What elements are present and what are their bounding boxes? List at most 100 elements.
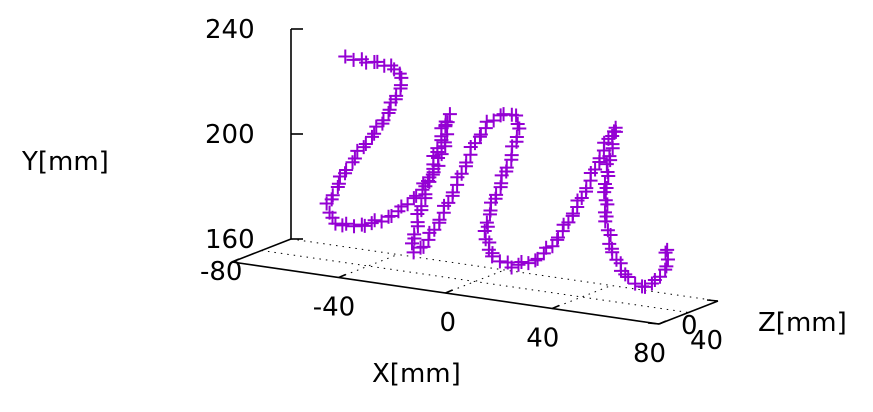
data-point bbox=[485, 249, 500, 264]
data-point bbox=[338, 49, 353, 64]
x-tick-label: 40 bbox=[526, 324, 559, 354]
x-tick bbox=[551, 304, 560, 310]
data-point bbox=[454, 166, 469, 181]
data-point bbox=[440, 127, 455, 142]
grid-line-x bbox=[552, 285, 612, 309]
data-point bbox=[659, 259, 674, 274]
z-tick-label: 40 bbox=[690, 326, 723, 356]
data-point bbox=[579, 181, 594, 196]
x-tick-label: -40 bbox=[313, 293, 355, 323]
data-point bbox=[482, 207, 497, 222]
data-point bbox=[459, 155, 474, 170]
data-point bbox=[530, 251, 545, 266]
data-point bbox=[358, 136, 373, 151]
data-point bbox=[339, 216, 354, 231]
y-tick-label: 240 bbox=[205, 15, 255, 45]
data-point bbox=[528, 253, 543, 268]
data-series bbox=[319, 49, 675, 294]
data-point bbox=[442, 107, 457, 122]
y-axis-title: Y[mm] bbox=[21, 147, 109, 177]
data-point bbox=[345, 155, 360, 170]
data-point bbox=[605, 245, 620, 260]
data-point bbox=[416, 239, 431, 254]
data-point bbox=[367, 126, 382, 141]
data-point bbox=[621, 270, 636, 284]
data-point bbox=[601, 169, 616, 184]
data-point bbox=[598, 214, 613, 229]
z-axis-line bbox=[658, 300, 719, 325]
data-point bbox=[405, 236, 420, 251]
z-axis-title: Z[mm] bbox=[758, 308, 847, 338]
data-point bbox=[592, 151, 607, 166]
x-tick bbox=[658, 320, 667, 325]
data-point bbox=[521, 256, 536, 271]
data-point bbox=[628, 276, 643, 291]
data-point bbox=[445, 185, 460, 200]
grid-line-x bbox=[338, 254, 398, 278]
y-tick-label: 160 bbox=[205, 225, 255, 255]
data-point bbox=[479, 114, 494, 129]
data-point bbox=[332, 169, 347, 184]
grid-line-z bbox=[261, 250, 689, 313]
data-point bbox=[504, 152, 519, 167]
data-point bbox=[426, 161, 441, 176]
data-point bbox=[514, 254, 529, 269]
data-point bbox=[539, 240, 554, 255]
data-point bbox=[369, 119, 384, 134]
data-point bbox=[660, 242, 675, 257]
data-point bbox=[536, 246, 551, 261]
data-point bbox=[486, 113, 501, 128]
data-point bbox=[434, 133, 449, 148]
x-tick bbox=[231, 258, 240, 263]
data-point bbox=[597, 185, 612, 200]
data-point bbox=[410, 219, 425, 234]
data-point bbox=[427, 222, 442, 237]
data-point bbox=[393, 81, 408, 96]
data-point bbox=[350, 143, 365, 158]
z-tick-label: 0 bbox=[681, 311, 698, 341]
data-point bbox=[653, 269, 668, 284]
grid-line-z bbox=[290, 238, 719, 302]
data-point bbox=[492, 254, 507, 269]
data-point bbox=[409, 188, 424, 203]
data-point bbox=[504, 260, 519, 275]
data-point bbox=[605, 141, 620, 156]
z-tick bbox=[647, 322, 660, 325]
data-point bbox=[588, 162, 603, 177]
data-point bbox=[319, 196, 334, 211]
x-tick-label: 0 bbox=[440, 308, 457, 338]
data-point bbox=[600, 197, 615, 212]
x-axis-title: X[mm] bbox=[372, 359, 461, 389]
data-point bbox=[511, 257, 526, 272]
x-tick-label: 80 bbox=[633, 339, 666, 369]
data-point bbox=[493, 108, 508, 123]
data-point bbox=[367, 213, 382, 228]
data-point bbox=[406, 191, 421, 206]
base-left-edge bbox=[231, 238, 292, 263]
x-tick bbox=[445, 289, 453, 294]
data-point bbox=[383, 95, 398, 110]
z-tick bbox=[706, 299, 719, 302]
grid-line-x bbox=[445, 269, 505, 294]
data-point bbox=[603, 228, 618, 243]
y-tick-label: 200 bbox=[205, 120, 255, 150]
data-point bbox=[364, 216, 379, 231]
data-point bbox=[400, 197, 415, 212]
data-point bbox=[512, 121, 527, 136]
data-point bbox=[357, 218, 372, 233]
data-point bbox=[618, 267, 633, 282]
data-point bbox=[354, 217, 369, 232]
axes bbox=[231, 28, 719, 325]
data-point bbox=[381, 106, 396, 121]
data-point bbox=[493, 180, 508, 195]
data-point bbox=[509, 108, 524, 123]
data-point bbox=[330, 180, 345, 195]
data-point bbox=[418, 191, 433, 206]
data-point bbox=[394, 199, 409, 214]
x-tick bbox=[338, 273, 347, 279]
data-point bbox=[325, 210, 340, 225]
data-point bbox=[364, 129, 379, 144]
data-point bbox=[322, 205, 337, 220]
